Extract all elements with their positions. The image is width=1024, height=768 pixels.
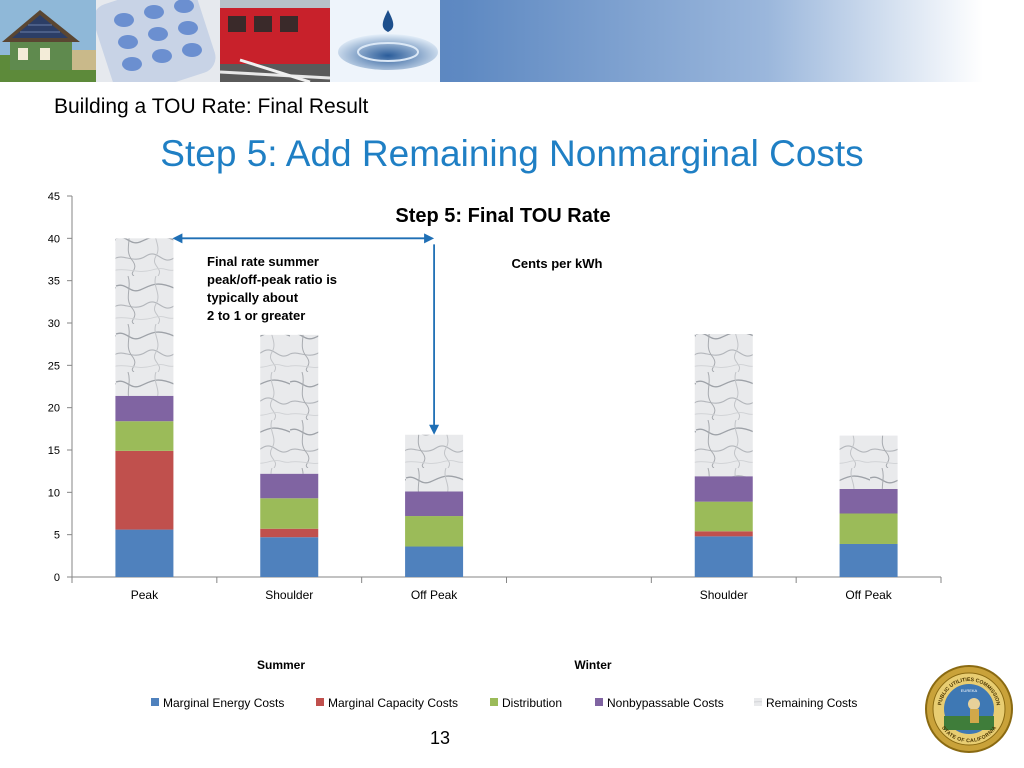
annotation-line-2: peak/off-peak ratio is [207,272,337,287]
bar-segment [260,498,319,529]
y-tick-label: 35 [48,276,60,288]
y-tick-label: 40 [48,233,60,245]
y-tick-label: 45 [48,191,60,203]
bar-segment [115,529,174,577]
y-tick-label: 20 [48,403,60,415]
legend-swatch [316,698,324,706]
y-tick-label: 25 [48,360,60,372]
y-tick-label: 5 [54,530,60,542]
y-tick-label: 0 [54,572,60,584]
legend-label: Distribution [502,696,562,710]
x-category-label: Off Peak [411,588,458,602]
bar-segment [839,543,898,577]
chart-title: Step 5: Final TOU Rate [395,205,610,227]
ratio-arrows [172,233,440,435]
svg-text:EUREKA: EUREKA [961,688,978,693]
annotation-line-4: 2 to 1 or greater [207,308,305,323]
plot-area: 0 5 10 15 20 25 30 35 40 45 Peak Shoulder Off Peak Sh… [48,191,942,672]
x-category-label: Off Peak [845,588,892,602]
y-tick-label: 30 [48,318,60,330]
bar-segment [260,528,319,538]
x-group-label: Summer [257,658,305,672]
bar-segment [839,488,898,514]
y-tick-label: 10 [48,487,60,499]
legend-label: Marginal Capacity Costs [328,696,458,710]
phone-keypad-photo [96,0,220,82]
bar-segment [405,434,464,492]
bar-segment [694,334,753,477]
y-tick-label: 15 [48,445,60,457]
arrowhead-down [429,424,440,435]
water-drop-photo [330,0,440,82]
bar-segment [115,238,174,396]
arrowhead-left [172,233,183,244]
bar-segment [260,473,319,499]
x-category-label: Peak [131,588,159,602]
bar-segment [260,334,319,474]
bar-segment [839,513,898,544]
bar-segment [694,536,753,577]
legend-item: Nonbypassable Costs [595,696,724,710]
annotation-line-1: Final rate summer [207,254,319,269]
train-photo [220,0,330,82]
legend-swatch [754,698,762,706]
bar-segment [260,537,319,577]
stacked-bar-chart: 0 5 10 15 20 25 30 35 40 45 Peak Shoulder Off Peak Sh… [48,191,942,710]
x-group-label: Winter [574,658,612,672]
slide-subtitle: Building a TOU Rate: Final Result [54,95,369,118]
legend-item: Distribution [490,696,562,710]
legend-swatch [595,698,603,706]
chart-legend: Marginal Energy Costs Marginal Capacity C… [151,696,857,710]
bar-segment [115,450,174,530]
legend-swatch [151,698,159,706]
bar-segment [405,516,464,547]
bar-segment [115,395,174,422]
legend-item: Remaining Costs [754,696,857,710]
legend-label: Marginal Energy Costs [163,696,284,710]
page-number: 13 [429,728,451,748]
annotation-line-3: typically about [207,290,299,305]
legend-item: Marginal Capacity Costs [316,696,458,710]
solar-house-photo [0,0,96,82]
legend-swatch [490,698,498,706]
legend-item: Marginal Energy Costs [151,696,284,710]
x-category-label: Shoulder [700,588,748,602]
bar-segment [694,531,753,537]
bar-segment [405,491,464,517]
arrowhead-right [424,233,435,244]
legend-label: Nonbypassable Costs [607,696,724,710]
ratio-annotation: Final rate summer peak/off-peak ratio is… [207,254,337,323]
bar-segment [694,501,753,532]
unit-label: Cents per kWh [511,256,602,271]
x-category-label: Shoulder [265,588,313,602]
bar-segment [694,476,753,502]
legend-label: Remaining Costs [766,696,857,710]
slide-title: Step 5: Add Remaining Nonmarginal Costs [160,133,864,174]
bar-segment [115,421,174,451]
bar-segment [839,435,898,489]
bar-segment [405,546,464,577]
cpuc-seal: PUBLIC UTILITIES COMMISSION STATE OF CAL… [925,665,1013,753]
